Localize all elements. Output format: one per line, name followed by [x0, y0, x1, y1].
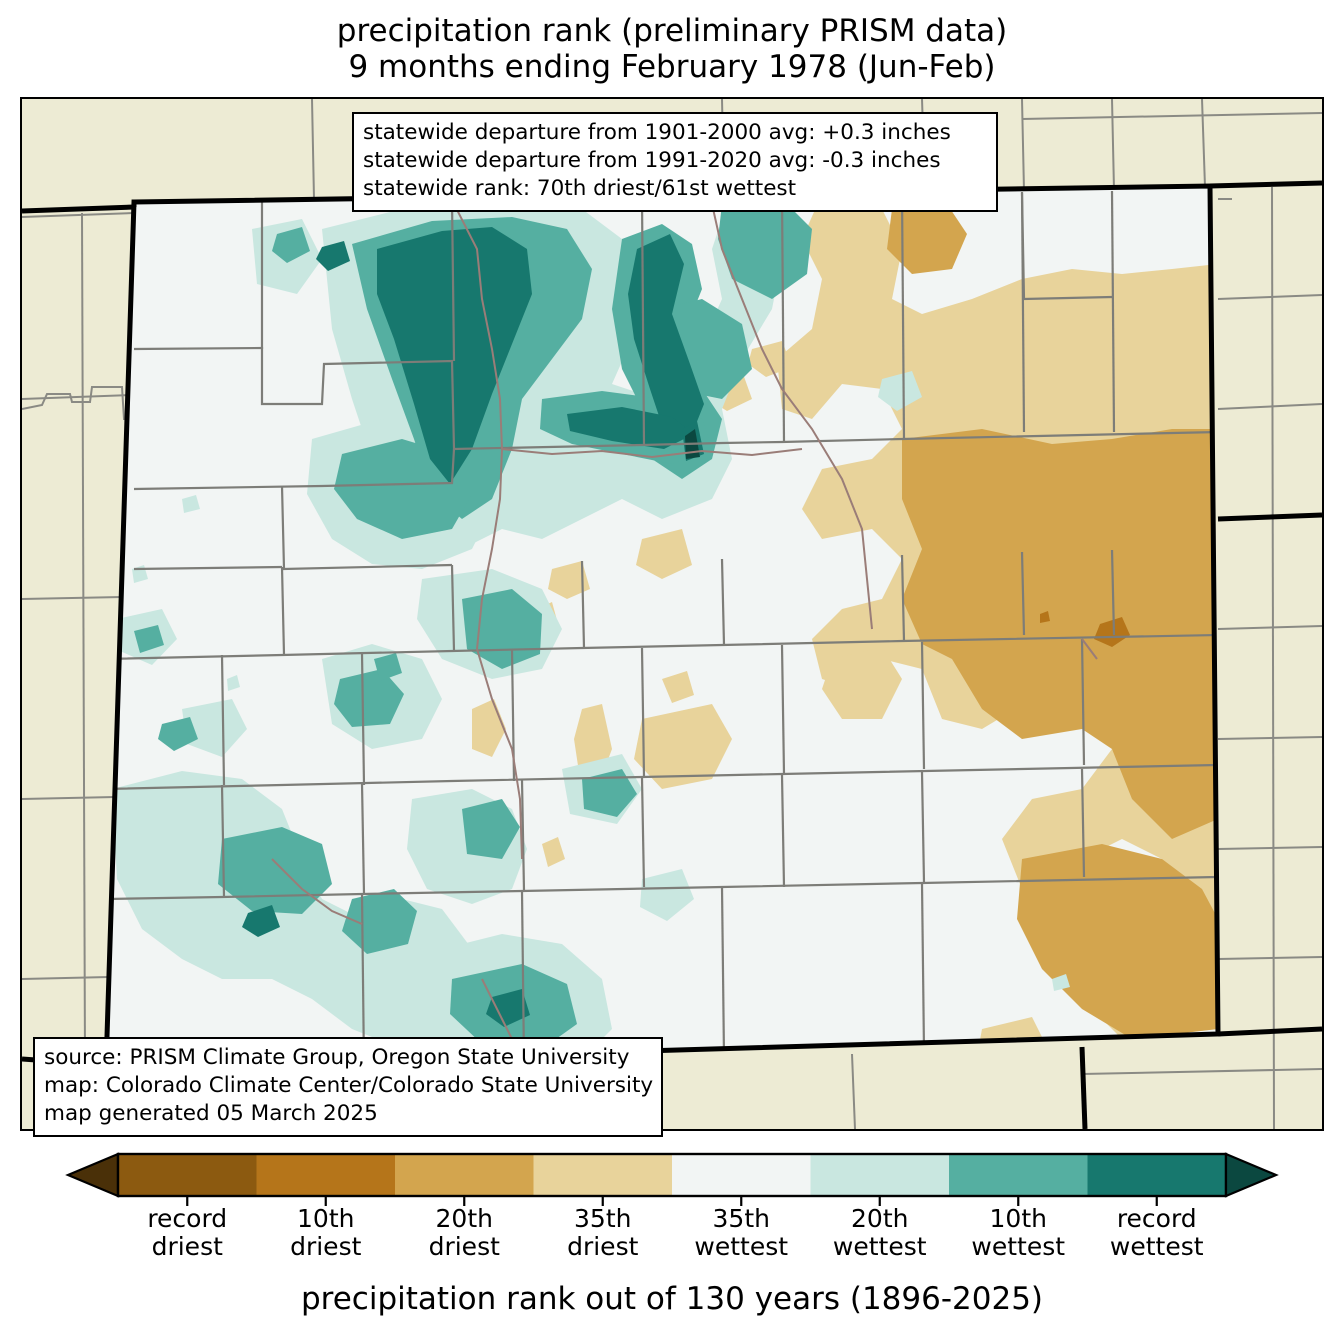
- colorbar-label-bottom-7: wettest: [1109, 1232, 1204, 1261]
- wet-region-light-teal-m3: [640, 869, 694, 921]
- wet-region-dark-teal-small1: [316, 241, 350, 271]
- colorbar-label-bottom-6: wettest: [971, 1232, 1066, 1261]
- wet-region-medium-teal-sw1: [218, 827, 332, 914]
- wet-region-medium-teal-sj1: [334, 669, 404, 727]
- dry-blob-central-3: [634, 704, 732, 789]
- colorbar-label-top-2: 20th: [435, 1204, 493, 1233]
- colorbar-segment-7: [1087, 1154, 1226, 1196]
- colorbar-label-bottom-1: driest: [290, 1232, 362, 1261]
- dry-region-medium-tan: [902, 429, 1218, 839]
- wet-region-dark-teal-n2: [628, 234, 704, 439]
- colorbar-label-2: 20th driest: [374, 1205, 554, 1261]
- dry-region-dark-core-2: [1040, 611, 1050, 623]
- wet-region-medium-teal-sw2: [342, 889, 417, 954]
- colorado-data-layer: [106, 186, 1218, 1067]
- wet-region-medium-teal-e2: [582, 769, 637, 817]
- source-credits-box: source: PRISM Climate Group, Oregon Stat…: [33, 1037, 663, 1137]
- wet-speck-3: [227, 675, 240, 691]
- source-line-1: source: PRISM Climate Group, Oregon Stat…: [44, 1045, 630, 1070]
- colorbar-label-1: 10th driest: [236, 1205, 416, 1261]
- dry-blob-central-8: [748, 341, 792, 377]
- colorbar-segments: [65, 1152, 1279, 1198]
- dry-blob-central-11: [662, 671, 694, 703]
- colorbar-label-top-7: record: [1116, 1204, 1197, 1233]
- colorbar-tick-labels: record driest 10th driest 20th driest 35th drie…: [0, 1205, 1344, 1275]
- wet-region-medium-teal-dot3: [374, 653, 402, 681]
- colorbar: [0, 1146, 1344, 1206]
- wet-region-medium-teal-dot2: [158, 717, 198, 751]
- stats-line-3: statewide rank: 70th driest/61st wettest: [363, 175, 797, 201]
- colorbar-label-3: 35th driest: [513, 1205, 693, 1261]
- wet-region-medium-teal-nn: [718, 199, 812, 299]
- colorbar-svg: [65, 1152, 1279, 1206]
- wet-region-medium-teal-s2: [462, 799, 520, 859]
- wet-region-light-teal-m4: [878, 371, 922, 411]
- wet-region-dark-teal-small3: [242, 905, 280, 937]
- source-line-3: map generated 05 March 2025: [44, 1100, 378, 1126]
- dry-blob-central-5: [636, 529, 692, 579]
- colorbar-label-0: record driest: [97, 1205, 277, 1261]
- wet-speck-4: [1052, 974, 1070, 991]
- colorbar-segment-5: [810, 1154, 949, 1196]
- stats-line-2: statewide departure from 1991-2020 avg: …: [363, 147, 941, 173]
- colorbar-label-bottom-3: driest: [567, 1232, 639, 1261]
- dry-region-dark-core-1: [1094, 617, 1130, 647]
- source-line-2: map: Colorado Climate Center/Colorado St…: [44, 1072, 654, 1098]
- colorbar-label-6: 10th wettest: [928, 1205, 1108, 1261]
- wet-region-medium-teal-dot4: [134, 625, 164, 653]
- colorbar-label-4: 35th wettest: [651, 1205, 831, 1261]
- colorbar-label-7: record wettest: [1067, 1205, 1247, 1261]
- colorbar-segment-0: [118, 1154, 257, 1196]
- colorbar-ticks: [186, 1196, 1158, 1206]
- dry-region-medium-tan-2: [1017, 844, 1218, 1039]
- wet-region-dark-teal-sh: [567, 407, 694, 449]
- wet-region-medium-teal-dot1: [272, 227, 310, 263]
- colorbar-label-top-6: 10th: [989, 1204, 1047, 1233]
- title-line-2: 9 months ending February 1978 (Jun-Feb): [348, 48, 996, 85]
- dry-blob-central-6: [548, 561, 590, 599]
- colorado-precipitation-rank-map: [22, 99, 1322, 1129]
- dry-region-medium-tan-3: [887, 204, 967, 274]
- map-panel: [20, 97, 1324, 1131]
- colorbar-label-bottom-0: driest: [151, 1232, 223, 1261]
- wet-region-dark-teal-small4: [486, 989, 530, 1027]
- colorbar-extend-high: [1224, 1152, 1279, 1198]
- colorbar-segment-3: [533, 1154, 672, 1196]
- colorado-county-lines: [106, 190, 1218, 1067]
- wet-region-light-teal-m1: [182, 699, 247, 757]
- colorbar-caption: precipitation rank out of 130 years (189…: [300, 1281, 1044, 1317]
- colorbar-label-bottom-4: wettest: [694, 1232, 789, 1261]
- dry-blob-central-9: [542, 837, 565, 867]
- colorbar-label-top-5: 20th: [851, 1204, 909, 1233]
- wet-speck-1: [182, 495, 200, 513]
- colorbar-label-bottom-2: driest: [428, 1232, 500, 1261]
- colorbar-label-top-1: 10th: [297, 1204, 355, 1233]
- statewide-stats-box: statewide departure from 1901-2000 avg: …: [352, 112, 998, 212]
- colorbar-segment-4: [672, 1154, 811, 1196]
- colorbar-extend-low: [65, 1152, 120, 1198]
- stats-line-1: statewide departure from 1901-2000 avg: …: [363, 120, 951, 145]
- colorbar-label-top-3: 35th: [574, 1204, 632, 1233]
- title-line-1: precipitation rank (preliminary PRISM da…: [336, 13, 1008, 49]
- colorbar-segment-6: [949, 1154, 1088, 1196]
- colorbar-label-top-0: record: [147, 1204, 228, 1233]
- dry-blob-central-4: [822, 647, 902, 719]
- colorbar-segment-1: [256, 1154, 395, 1196]
- colorbar-segment-2: [395, 1154, 534, 1196]
- colorbar-label-bottom-5: wettest: [832, 1232, 927, 1261]
- colorbar-label-5: 20th wettest: [790, 1205, 970, 1261]
- page-title: precipitation rank (preliminary PRISM da…: [0, 13, 1344, 86]
- colorbar-label-top-4: 35th: [712, 1204, 770, 1233]
